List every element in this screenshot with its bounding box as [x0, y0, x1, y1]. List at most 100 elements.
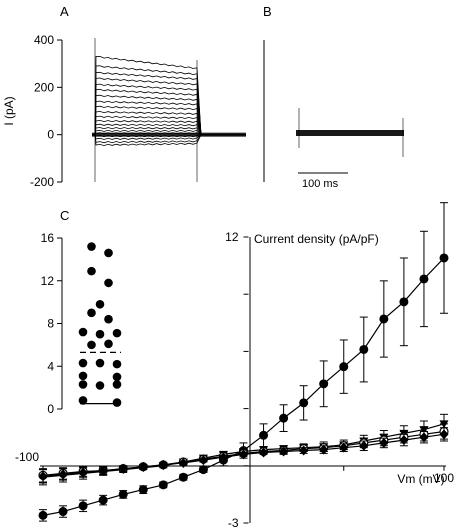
panel-a-y-tick-label: 0: [47, 128, 54, 142]
inset-point: [87, 340, 96, 350]
data-point: [259, 447, 269, 458]
panel-a-y-label: I (pA): [2, 96, 16, 125]
inset-y-tick-label: 8: [47, 317, 54, 331]
inset-y-tick-label: 0: [47, 402, 54, 416]
panel-a-y-tick-label: 400: [34, 33, 54, 47]
main-x-label: Vm (mV): [397, 472, 444, 486]
data-point: [178, 472, 188, 482]
data-point: [399, 435, 409, 446]
series-circle: [38, 202, 449, 522]
current-trace: [92, 83, 246, 136]
current-trace: [92, 65, 246, 136]
main-x-tick-label: -100: [15, 450, 39, 464]
current-trace: [92, 134, 246, 147]
data-point: [78, 501, 88, 511]
main-y-tick-label: 12: [225, 230, 239, 244]
data-point: [58, 507, 68, 517]
panel-b: 100 ms: [263, 40, 404, 190]
data-point: [439, 429, 449, 440]
data-point: [198, 465, 208, 475]
inset-y-tick-label: 16: [41, 231, 55, 245]
data-point: [118, 489, 128, 499]
data-point: [379, 314, 389, 324]
inset-point: [104, 278, 113, 288]
current-trace: [92, 88, 246, 136]
panel-label-a: A: [60, 4, 69, 19]
inset-point: [87, 266, 96, 276]
inset-y-tick-label: 12: [41, 274, 55, 288]
current-trace: [92, 77, 246, 136]
data-point: [198, 455, 208, 466]
current-trace: [92, 55, 246, 136]
inset-point: [78, 358, 88, 368]
inset-point: [78, 396, 88, 405]
current-trace: [92, 134, 246, 140]
data-point: [98, 465, 108, 476]
data-point: [158, 459, 168, 470]
data-point: [279, 413, 289, 423]
current-trace: [92, 110, 246, 136]
data-point: [359, 344, 369, 354]
panel-label-c: C: [60, 208, 69, 223]
data-point: [178, 457, 188, 468]
panel-a: I (pA) -200 0 200 400: [2, 33, 246, 189]
main-x-tick-label: 100: [434, 471, 454, 485]
data-point: [158, 480, 168, 490]
data-point: [78, 467, 88, 478]
current-trace: [92, 123, 246, 136]
data-point: [259, 430, 269, 440]
data-point: [138, 461, 148, 472]
panel-a-y-tick-label: 200: [34, 80, 54, 94]
current-trace: [92, 100, 246, 136]
inset-point: [112, 372, 122, 382]
main-title: Current density (pA/pF): [254, 232, 379, 246]
panel-c-inset: 0 4 8 12 16: [41, 231, 122, 416]
inset-point: [78, 327, 88, 337]
current-trace: [92, 115, 246, 136]
data-point: [419, 274, 429, 284]
blocked-trace-noise: [296, 130, 404, 136]
data-point: [239, 449, 248, 460]
data-point: [319, 379, 329, 389]
data-point: [38, 471, 48, 482]
inset-point: [112, 359, 122, 369]
data-point: [359, 440, 369, 451]
data-point: [138, 485, 148, 495]
inset-point: [95, 299, 105, 309]
inset-point: [112, 328, 122, 338]
data-point: [419, 432, 429, 443]
inset-point: [95, 358, 105, 368]
data-point: [279, 446, 289, 457]
panel-c-main: Current density (pA/pF) Vm (mV) -100 100 1…: [15, 202, 454, 530]
inset-point: [87, 242, 96, 251]
data-point: [339, 442, 349, 453]
data-point: [118, 463, 128, 474]
data-point: [339, 362, 349, 372]
inset-point: [78, 380, 88, 389]
inset-point: [95, 381, 105, 390]
panel-a-y-tick-label: -200: [30, 175, 54, 189]
data-point: [439, 253, 449, 263]
baseline-noise: [92, 132, 246, 137]
panel-label-b: B: [263, 4, 272, 19]
inset-point: [78, 371, 88, 381]
data-point: [218, 452, 228, 463]
inset-point: [104, 339, 113, 349]
data-point: [319, 444, 329, 455]
current-trace: [92, 129, 246, 136]
inset-point: [112, 398, 122, 407]
inset-point: [95, 329, 105, 339]
data-point: [38, 510, 48, 520]
current-trace: [92, 71, 246, 136]
inset-point: [104, 314, 113, 324]
data-point: [299, 398, 309, 408]
main-y-tick-label: -3: [228, 516, 239, 530]
data-point: [379, 437, 389, 448]
data-point: [299, 445, 309, 456]
inset-point: [104, 248, 113, 258]
current-trace: [92, 105, 246, 136]
current-trace: [92, 127, 246, 136]
inset-y-tick-label: 4: [47, 359, 54, 373]
current-trace: [92, 119, 246, 136]
data-point: [399, 297, 409, 307]
